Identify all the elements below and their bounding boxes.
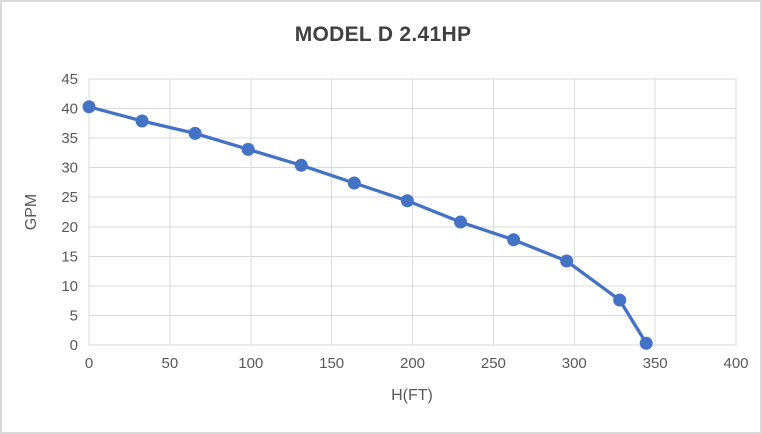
svg-text:30: 30: [61, 160, 78, 177]
svg-text:15: 15: [61, 248, 78, 265]
svg-text:200: 200: [400, 355, 425, 372]
svg-text:250: 250: [481, 355, 506, 372]
svg-text:350: 350: [643, 355, 668, 372]
svg-text:20: 20: [61, 219, 78, 236]
svg-text:300: 300: [562, 355, 587, 372]
data-point-marker: [560, 254, 574, 268]
x-tick-labels: 0 50 100 150 200 250 300 350 400: [85, 355, 749, 372]
x-axis-title: H(FT): [391, 387, 433, 404]
y-axis-title: GPM: [23, 193, 40, 231]
gridlines: [88, 78, 737, 346]
data-point-marker: [188, 126, 202, 140]
chart-title: MODEL D 2.41HP: [294, 23, 472, 46]
svg-text:45: 45: [61, 71, 78, 88]
svg-text:50: 50: [162, 355, 179, 372]
svg-text:40: 40: [61, 101, 78, 118]
data-point-marker: [507, 233, 521, 247]
y-tick-labels: 0 5 10 15 20 25 30 35 40 45: [61, 71, 78, 354]
svg-text:25: 25: [61, 189, 78, 206]
data-point-marker: [613, 293, 627, 307]
svg-text:100: 100: [238, 355, 263, 372]
data-point-marker: [294, 158, 308, 172]
svg-text:0: 0: [70, 337, 78, 354]
data-point-marker: [639, 336, 653, 350]
svg-text:10: 10: [61, 278, 78, 295]
svg-text:400: 400: [723, 355, 748, 372]
svg-text:5: 5: [70, 307, 78, 324]
svg-text:0: 0: [85, 355, 93, 372]
data-point-marker: [454, 215, 468, 229]
series-markers: [82, 100, 653, 350]
data-point-marker: [347, 176, 361, 190]
svg-text:35: 35: [61, 130, 78, 147]
svg-text:150: 150: [319, 355, 344, 372]
data-point-marker: [400, 194, 414, 208]
data-point-marker: [135, 114, 149, 128]
series-line: [87, 105, 648, 345]
data-point-marker: [82, 100, 96, 114]
data-point-marker: [241, 142, 255, 156]
